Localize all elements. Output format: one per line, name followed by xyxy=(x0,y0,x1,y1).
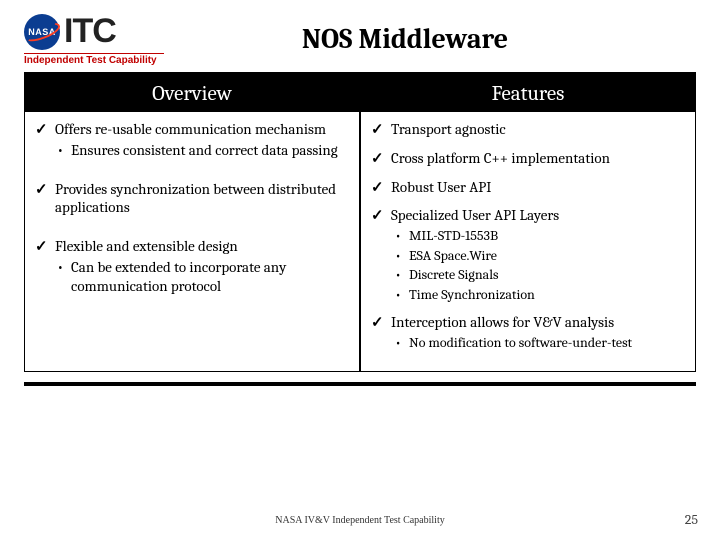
header-row: NASA ITC Independent Test Capability NOS… xyxy=(24,12,696,66)
nasa-logo-icon: NASA xyxy=(24,14,60,50)
overview-item-text: Flexible and extensible design xyxy=(55,237,238,255)
features-item: Cross platform C++ implementation xyxy=(371,149,685,168)
column-overview: Overview Offers re-usable communication … xyxy=(24,76,360,372)
slide: NASA ITC Independent Test Capability NOS… xyxy=(0,0,720,540)
logo-top: NASA ITC xyxy=(24,12,116,51)
features-item: Robust User API xyxy=(371,178,685,197)
column-features-body: Transport agnostic Cross platform C++ im… xyxy=(361,112,695,371)
page-number: 25 xyxy=(685,511,698,528)
overview-item: Flexible and extensible design Can be ex… xyxy=(35,237,349,295)
features-subitem: Discrete Signals xyxy=(391,266,685,284)
column-overview-header: Overview xyxy=(25,77,359,112)
column-features-header: Features xyxy=(361,77,695,112)
overview-subitem: Can be extended to incorporate any commu… xyxy=(55,258,349,296)
column-overview-body: Offers re-usable communication mechanism… xyxy=(25,112,359,325)
overview-item-text: Provides synchronization between distrib… xyxy=(55,180,336,217)
overview-item: Offers re-usable communication mechanism… xyxy=(35,120,349,160)
features-subitem: ESA Space.Wire xyxy=(391,247,685,265)
columns: Overview Offers re-usable communication … xyxy=(24,76,696,372)
nasa-text: NASA xyxy=(28,27,56,37)
overview-subitem: Ensures consistent and correct data pass… xyxy=(55,141,349,160)
features-subitem: MIL-STD-1553B xyxy=(391,227,685,245)
features-item: Specialized User API Layers MIL-STD-1553… xyxy=(371,206,685,303)
logo-subtitle: Independent Test Capability xyxy=(24,53,164,66)
features-item-text: Specialized User API Layers xyxy=(391,206,559,224)
features-item: Interception allows for V&V analysis No … xyxy=(371,313,685,351)
features-subitem: No modification to software-under-test xyxy=(391,334,685,352)
itc-text: ITC xyxy=(64,12,116,51)
footer-text: NASA IV&V Independent Test Capability xyxy=(0,515,720,526)
overview-item: Provides synchronization between distrib… xyxy=(35,180,349,218)
overview-item-text: Offers re-usable communication mechanism xyxy=(55,120,326,138)
column-features: Features Transport agnostic Cross platfo… xyxy=(360,76,696,372)
slide-title: NOS Middleware xyxy=(174,23,696,55)
features-item-text: Interception allows for V&V analysis xyxy=(391,313,614,331)
bottom-divider xyxy=(24,382,696,386)
features-subitem: Time Synchronization xyxy=(391,286,685,304)
logo-block: NASA ITC Independent Test Capability xyxy=(24,12,174,66)
features-item: Transport agnostic xyxy=(371,120,685,139)
